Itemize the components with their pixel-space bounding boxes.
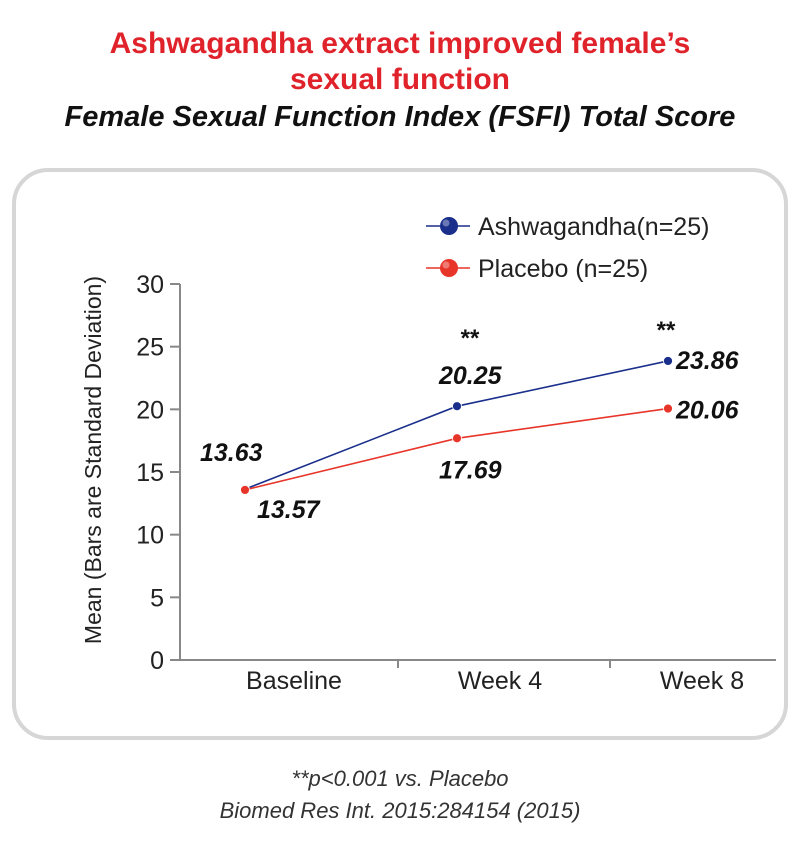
data-point: [240, 485, 250, 495]
data-point: [452, 401, 462, 412]
legend-marker: [440, 259, 458, 277]
chart-title-line2: sexual function: [289, 63, 511, 96]
chart-series: 13.63 20.25 23.86 13.57 17.69 20.06 ** **: [200, 317, 740, 524]
footnote-citation: Biomed Res Int. 2015:284154 (2015): [219, 798, 581, 823]
data-label: 13.63: [200, 439, 263, 467]
y-tick-label: 5: [150, 584, 164, 612]
footnote-significance: **p<0.001 vs. Placebo: [291, 766, 509, 791]
chart-axes: 0 5 10 15 20 25 30 Baseline Week 4 Week 8: [136, 271, 776, 695]
x-tick-label: Baseline: [246, 667, 342, 695]
data-label: 17.69: [439, 456, 502, 484]
y-tick-label: 20: [136, 396, 164, 424]
significance-annotation: **: [461, 325, 480, 352]
y-tick-label: 0: [150, 647, 164, 675]
data-label: 20.25: [438, 362, 503, 390]
x-tick-label: Week 8: [660, 667, 744, 695]
legend-label: Placebo (n=25): [478, 255, 648, 283]
chart-legend: Ashwagandha(n=25) Placebo (n=25): [426, 213, 709, 283]
data-point: [663, 356, 673, 366]
y-axis-label: Mean (Bars are Standard Deviation): [80, 276, 106, 644]
legend-marker: [440, 217, 458, 235]
chart-subtitle: Female Sexual Function Index (FSFI) Tota…: [64, 101, 736, 133]
data-label: 20.06: [675, 397, 740, 425]
significance-annotation: **: [657, 317, 676, 344]
y-tick-label: 25: [136, 334, 164, 362]
data-label: 23.86: [675, 347, 740, 375]
data-point: [452, 433, 462, 444]
x-tick-label: Week 4: [458, 667, 542, 695]
legend-marker-highlight: [442, 261, 450, 269]
legend-label: Ashwagandha(n=25): [478, 213, 709, 241]
legend-marker-highlight: [442, 219, 450, 227]
chart-title-line1: Ashwagandha extract improved female’s: [109, 27, 691, 60]
data-label: 13.57: [257, 496, 321, 524]
chart-frame: [12, 168, 788, 740]
data-point: [663, 403, 673, 414]
y-tick-label: 15: [136, 459, 164, 487]
y-tick-label: 10: [136, 522, 164, 550]
y-tick-label: 30: [136, 271, 164, 299]
